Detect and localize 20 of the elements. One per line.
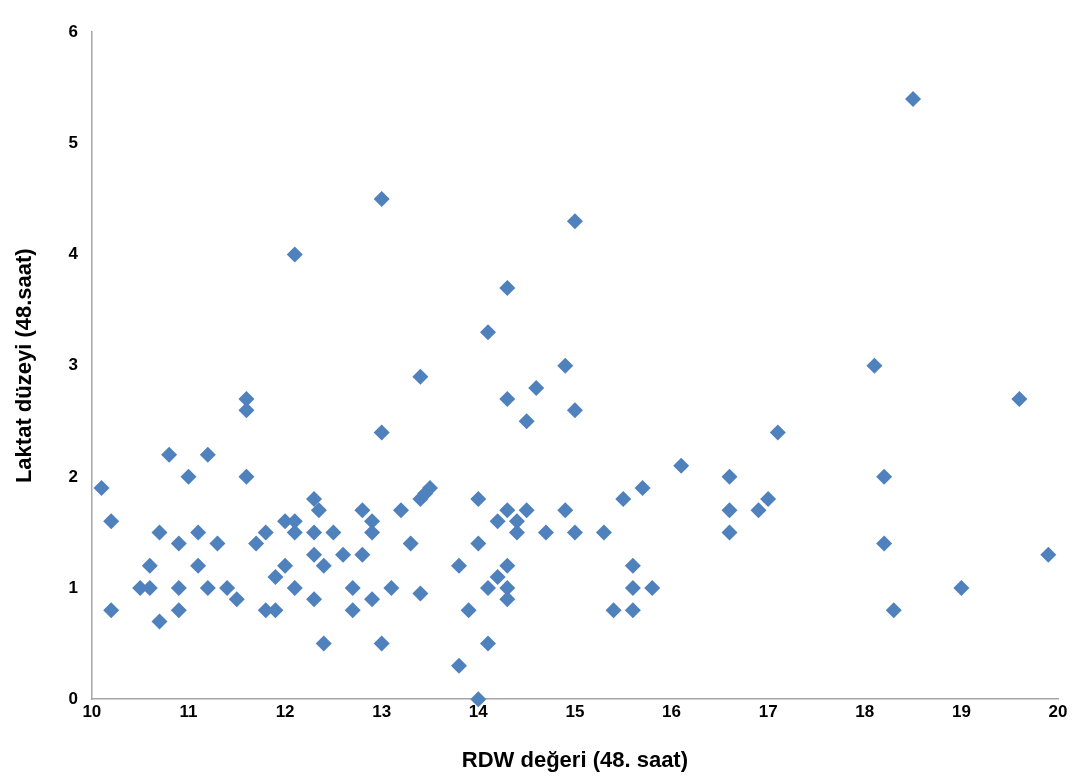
x-axis-title: RDW değeri (48. saat): [461, 746, 689, 772]
x-tick-label: 20: [1048, 702, 1068, 722]
y-tick-label: 2: [68, 466, 78, 486]
x-tick-label: 13: [372, 702, 392, 722]
x-tick-label: 14: [468, 702, 489, 722]
y-tick-label: 6: [68, 21, 78, 41]
x-tick-label: 15: [565, 702, 585, 722]
y-axis-title: Laktat düzeyi (48.saat): [11, 248, 37, 484]
x-tick-label: 11: [179, 702, 198, 722]
y-tick-label: 3: [68, 355, 78, 375]
x-tick-label: 19: [951, 702, 971, 722]
x-tick-label: 17: [758, 702, 778, 722]
y-tick-label: 5: [68, 133, 78, 153]
y-tick-label: 0: [68, 688, 78, 708]
y-tick-label: 4: [68, 244, 79, 264]
x-tick-label: 18: [855, 702, 875, 722]
x-tick-label: 10: [82, 702, 102, 722]
y-tick-label: 1: [68, 577, 78, 597]
x-tick-label: 16: [662, 702, 681, 722]
x-tick-label: 12: [275, 702, 295, 722]
